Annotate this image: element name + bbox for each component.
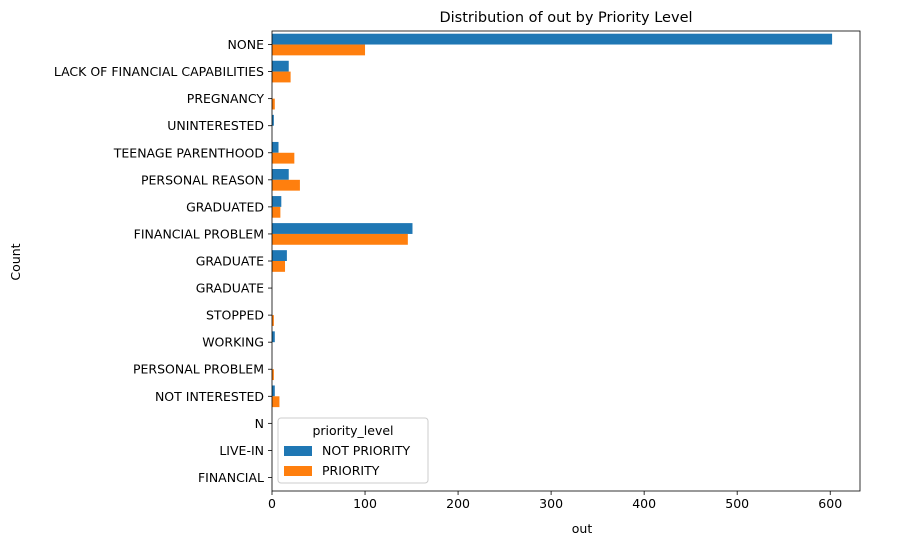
legend-title: priority_level	[312, 423, 393, 438]
x-tick-label: 100	[353, 496, 377, 511]
bar-not-priority-6	[272, 196, 282, 207]
bar-priority-2	[272, 98, 275, 110]
bar-priority-1	[272, 71, 291, 83]
y-tick-label: N	[255, 416, 264, 431]
y-tick-label: PERSONAL REASON	[141, 172, 264, 187]
y-tick-label: GRADUATE	[196, 281, 264, 296]
y-tick-label: PERSONAL PROBLEM	[133, 362, 264, 377]
x-tick-label: 400	[632, 496, 656, 511]
y-tick-label: TEENAGE PARENTHOOD	[113, 145, 264, 160]
legend-label-priority: PRIORITY	[322, 463, 380, 478]
y-tick-label: UNINTERESTED	[167, 118, 264, 133]
legend: priority_level NOT PRIORITY PRIORITY	[277, 417, 429, 484]
bar-priority-13	[272, 396, 280, 408]
y-tick-label: PREGNANCY	[187, 91, 265, 106]
x-axis-label: out	[572, 521, 593, 536]
bar-priority-4	[272, 152, 295, 164]
bar-priority-8	[272, 261, 286, 272]
legend-swatch-not-priority	[284, 446, 312, 456]
bar-not-priority-7	[272, 223, 413, 234]
x-ticks-layer: 0 100 200 300 400 500 600	[268, 491, 842, 511]
bar-not-priority-13	[272, 385, 275, 397]
x-tick-label: 500	[725, 496, 749, 511]
bar-priority-12	[272, 369, 274, 381]
y-axis-label: Count	[8, 243, 23, 280]
chart-title: Distribution of out by Priority Level	[439, 10, 692, 26]
bars-layer	[272, 33, 833, 408]
bar-not-priority-8	[272, 250, 287, 261]
y-tick-label: NOT INTERESTED	[155, 389, 264, 404]
y-tick-label: WORKING	[202, 335, 264, 350]
y-tick-label: LIVE-IN	[219, 443, 264, 458]
x-tick-label: 600	[818, 496, 842, 511]
y-ticks-layer: NONE LACK OF FINANCIAL CAPABILITIES PREGNA…	[54, 37, 272, 485]
bar-not-priority-1	[272, 60, 289, 72]
x-tick-label: 300	[539, 496, 563, 511]
bar-priority-6	[272, 206, 281, 218]
bar-priority-10	[272, 315, 274, 326]
bar-not-priority-0	[272, 33, 833, 45]
y-tick-label: STOPPED	[206, 308, 264, 323]
legend-label-not-priority: NOT PRIORITY	[322, 443, 411, 458]
y-tick-label: GRADUATE	[196, 254, 264, 269]
bar-not-priority-5	[272, 169, 289, 180]
y-tick-label: FINANCIAL PROBLEM	[134, 226, 264, 241]
bar-not-priority-11	[272, 331, 275, 343]
plot-frame	[271, 30, 861, 492]
y-tick-label: GRADUATED	[186, 199, 264, 214]
x-tick-label: 200	[446, 496, 470, 511]
bar-not-priority-4	[272, 141, 279, 153]
y-tick-label: NONE	[228, 37, 265, 52]
bar-priority-5	[272, 179, 300, 191]
legend-box	[277, 417, 429, 484]
y-tick-label: FINANCIAL	[198, 470, 264, 485]
bar-priority-0	[272, 44, 366, 56]
legend-swatch-priority	[284, 466, 312, 476]
bar-priority-7	[272, 233, 408, 245]
y-tick-label: LACK OF FINANCIAL CAPABILITIES	[54, 64, 264, 79]
x-tick-label: 0	[268, 496, 276, 511]
bar-not-priority-3	[272, 114, 274, 126]
